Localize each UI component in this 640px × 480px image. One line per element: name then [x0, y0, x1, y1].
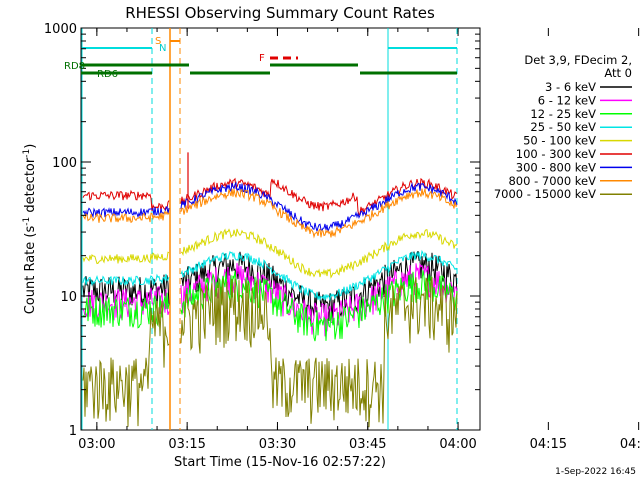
legend-label: 7000 - 15000 keV — [494, 187, 596, 201]
series-line — [180, 181, 458, 233]
series-line — [82, 292, 170, 329]
y-tick-label: 1 — [69, 424, 77, 439]
x-tick-label: 03:15 — [168, 437, 205, 452]
plot-frame — [80, 27, 481, 431]
x-tick-label: 03:30 — [259, 437, 296, 452]
x-tick-label: 03:45 — [349, 437, 386, 452]
legend-label: 3 - 6 keV — [545, 80, 596, 94]
y-axis-label: Count Rate (s-1 detector-1) — [22, 144, 38, 315]
series-line — [82, 251, 170, 265]
series-line — [82, 300, 170, 427]
legend-label: 800 - 7000 keV — [508, 174, 596, 188]
legend-header-1: Det 3,9, FDecim 2, — [524, 53, 632, 67]
rd8-label: RD8 — [64, 61, 85, 72]
rd6-label: RD6 — [97, 69, 118, 80]
series-line — [180, 250, 458, 324]
series-line — [180, 188, 458, 239]
y-tick-label: 10 — [60, 290, 77, 305]
series-line — [82, 210, 170, 224]
legend-header-2: Att 0 — [604, 66, 632, 80]
legend-label: 50 - 100 keV — [523, 134, 596, 148]
legend-label: 25 - 50 keV — [530, 120, 596, 134]
axis-ticks: 1 10 100 1000 03:00 03:15 03:30 03:45 04:00 04:15… — [44, 22, 640, 452]
chart-title: RHESSI Observing Summary Count Rates — [125, 4, 435, 22]
x-tick-label: 04:30 — [620, 437, 640, 452]
footer-date: 1-Sep-2022 16:45 — [555, 467, 636, 477]
data-series-layer — [82, 152, 458, 428]
f-label: F — [259, 53, 265, 64]
x-tick-label: 03:00 — [78, 437, 115, 452]
series-line — [82, 189, 170, 212]
n-label: N — [159, 43, 166, 54]
x-tick-label: 04:15 — [530, 437, 567, 452]
series-25-50keV — [82, 249, 458, 302]
annotation-layer — [81, 28, 458, 430]
x-axis-label: Start Time (15-Nov-16 02:57:22) — [174, 455, 386, 470]
series-line — [180, 177, 458, 216]
legend-label: 12 - 25 keV — [530, 107, 596, 121]
y-tick-label: 1000 — [44, 22, 77, 37]
x-tick-label: 04:00 — [439, 437, 476, 452]
series-6-12keV — [82, 262, 458, 337]
legend-label: 100 - 300 keV — [516, 147, 596, 161]
s-label: S — [155, 36, 161, 47]
series-7000-15000keV — [82, 276, 458, 428]
series-line — [82, 273, 170, 288]
legend-label: 300 - 800 keV — [516, 160, 596, 174]
y-tick-label: 100 — [52, 156, 77, 171]
series-800-7000keV — [82, 188, 458, 239]
series-line — [180, 276, 458, 428]
series-line — [180, 228, 458, 279]
legend-label: 6 - 12 keV — [538, 93, 596, 107]
series-50-100keV — [82, 228, 458, 279]
series-line — [180, 249, 458, 302]
